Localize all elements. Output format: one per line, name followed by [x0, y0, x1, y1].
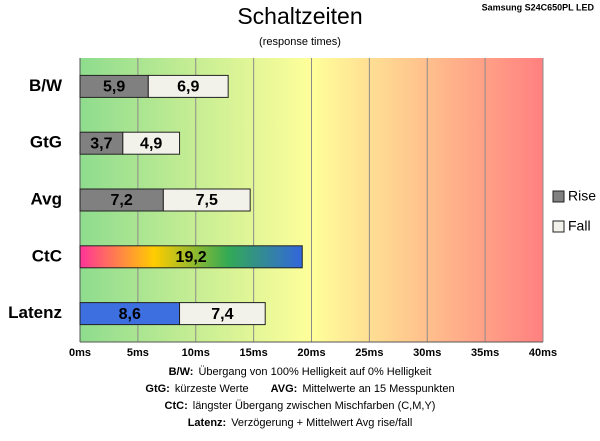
x-tick-label: 10ms [182, 347, 210, 359]
y-tick-label: Avg [31, 189, 63, 208]
x-tick-label: 5ms [127, 347, 149, 359]
note-key: Latenz: [188, 417, 227, 429]
legend-swatch [552, 220, 565, 233]
note: B/W: Übergang von 100% Helligkeit auf 0% … [169, 366, 432, 378]
legend-swatch [552, 190, 565, 203]
note-text: kürzeste Werte [175, 383, 249, 395]
bar-segment [162, 188, 251, 212]
value-label: 19,2 [176, 249, 207, 266]
note-key: GtG: [145, 383, 169, 395]
note: GtG: kürzeste Werte AVG: Mittelwerte an 15 … [145, 383, 454, 395]
y-tick-label: CtC [32, 246, 62, 265]
corner-label: Samsung S24C650PL LED [482, 2, 595, 12]
y-tick-label: Latenz [8, 303, 62, 322]
x-tick-label: 20ms [297, 347, 325, 359]
note: CtC: längster Übergang zwischen Mischfarb… [165, 400, 436, 412]
y-tick-label: GtG [30, 133, 62, 152]
value-label: 6,9 [177, 79, 199, 96]
value-label: 7,4 [211, 306, 233, 323]
x-tick-label: 40ms [529, 347, 557, 359]
note-key: B/W: [169, 366, 194, 378]
x-tick-label: 35ms [471, 347, 499, 359]
note-key: CtC: [165, 400, 188, 412]
value-label: 5,9 [103, 79, 125, 96]
note-text: Übergang von 100% Helligkeit auf 0% Hell… [198, 366, 431, 378]
note-text: Verzögerung + Mittelwert Avg rise/fall [231, 417, 412, 429]
bar-segment [179, 302, 266, 326]
bar-segment [79, 245, 303, 269]
x-tick-label: 30ms [413, 347, 441, 359]
note: Latenz: Verzögerung + Mittelwert Avg rise… [188, 417, 413, 429]
chart-subtitle: (response times) [259, 36, 341, 48]
value-label: 7,2 [111, 192, 133, 209]
x-tick-label: 15ms [240, 347, 268, 359]
legend-label: Fall [568, 218, 591, 234]
bar-segment [122, 131, 181, 155]
value-label: 4,9 [140, 135, 162, 152]
value-label: 7,5 [196, 192, 218, 209]
note-text: Mittelwerte an 15 Messpunkten [302, 383, 454, 395]
y-tick-label: B/W [29, 76, 63, 95]
legend-label: Rise [568, 188, 596, 204]
note-text: längster Übergang zwischen Mischfarben (… [193, 400, 436, 412]
value-label: 3,7 [90, 135, 112, 152]
x-tick-label: 0ms [69, 347, 91, 359]
bar-segment [147, 74, 229, 98]
x-tick-label: 25ms [355, 347, 383, 359]
note-key: AVG: [271, 383, 298, 395]
chart-title: Schaltzeiten [237, 3, 362, 29]
value-label: 8,6 [119, 306, 141, 323]
